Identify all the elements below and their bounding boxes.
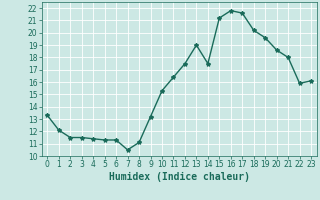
X-axis label: Humidex (Indice chaleur): Humidex (Indice chaleur) <box>109 172 250 182</box>
